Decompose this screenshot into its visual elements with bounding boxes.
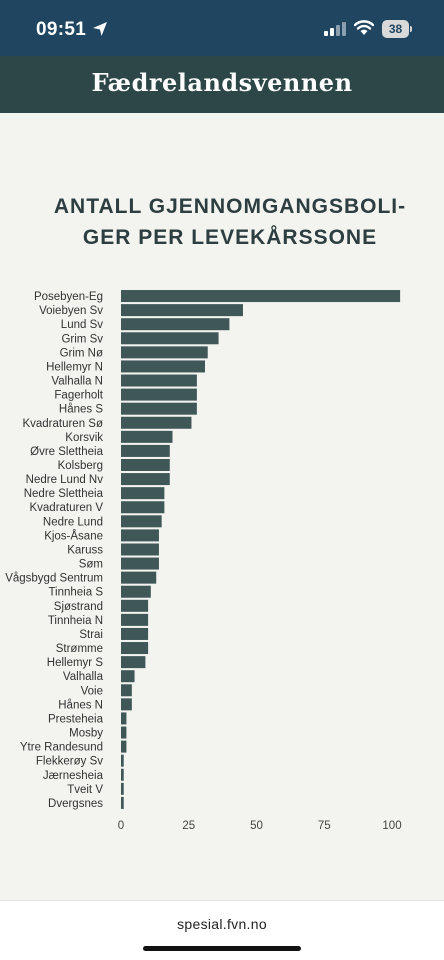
footer: spesial.fvn.no <box>0 900 444 960</box>
category-label-13: Nedre Lund Nv <box>26 474 104 486</box>
brand-logo[interactable]: Fædrelandsvennen <box>91 68 353 97</box>
bar-36 <box>121 796 124 809</box>
bar-14 <box>121 487 165 500</box>
location-arrow-icon <box>93 22 107 36</box>
bar-1 <box>121 304 243 317</box>
brand-header: Fædrelandsvennen <box>0 56 444 113</box>
category-label-20: Vågsbygd Sentrum <box>5 573 103 585</box>
bar-25 <box>121 642 149 655</box>
category-label-1: Voiebyen Sv <box>39 305 103 317</box>
wifi-icon <box>354 20 374 35</box>
chart-area: ANTALL GJENNOMGANGSBOLI- GER PER LEVEKÅR… <box>0 113 444 900</box>
category-label-12: Kolsberg <box>58 460 103 472</box>
category-label-36: Dvergsnes <box>48 798 103 810</box>
category-label-4: Grim Nø <box>60 347 103 359</box>
bar-7 <box>121 388 197 401</box>
bar-6 <box>121 374 197 387</box>
chart-title: ANTALL GJENNOMGANGSBOLI- GER PER LEVEKÅR… <box>40 191 420 253</box>
category-label-24: Strai <box>79 629 103 641</box>
bar-3 <box>121 332 219 345</box>
chart-title-line-2: GER PER LEVEKÅRSSONE <box>82 226 378 249</box>
x-tick-label-2: 50 <box>250 820 263 832</box>
category-label-30: Presteheia <box>48 713 104 725</box>
category-label-28: Voie <box>81 685 103 697</box>
bar-34 <box>121 768 124 781</box>
bar-0 <box>121 290 401 303</box>
bar-32 <box>121 740 127 753</box>
bar-33 <box>121 754 124 767</box>
bar-21 <box>121 585 151 598</box>
category-label-0: Posebyen-Eg <box>34 291 103 303</box>
category-label-15: Kvadraturen V <box>29 502 103 514</box>
cellular-signal-icon <box>324 22 346 36</box>
x-tick-label-3: 75 <box>318 820 331 832</box>
bar-11 <box>121 444 170 457</box>
bar-23 <box>121 613 149 626</box>
category-label-3: Grim Sv <box>61 333 103 345</box>
category-label-6: Valhalla N <box>51 376 103 388</box>
category-label-2: Lund Sv <box>61 319 103 331</box>
bar-5 <box>121 360 206 373</box>
category-label-31: Mosby <box>69 728 103 740</box>
category-label-25: Strømme <box>56 643 103 655</box>
x-tick-label-1: 25 <box>182 820 195 832</box>
bar-15 <box>121 501 165 514</box>
bar-20 <box>121 571 157 584</box>
battery-level: 38 <box>382 20 409 38</box>
x-tick-label-0: 0 <box>118 820 124 832</box>
bar-27 <box>121 670 135 683</box>
category-label-8: Hånes S <box>59 404 103 416</box>
bar-4 <box>121 346 208 359</box>
category-label-5: Hellemyr N <box>46 361 103 373</box>
category-label-7: Fagerholt <box>54 390 103 402</box>
chart-title-line-1: ANTALL GJENNOMGANGSBOLI- <box>53 195 407 218</box>
bar-2 <box>121 318 230 331</box>
category-label-10: Korsvik <box>65 432 103 444</box>
x-tick-label-4: 100 <box>382 820 401 832</box>
bar-35 <box>121 782 124 795</box>
footer-url[interactable]: spesial.fvn.no <box>177 916 267 932</box>
bar-16 <box>121 515 162 528</box>
category-label-17: Kjos-Åsane <box>44 529 103 542</box>
category-label-21: Tinnheia S <box>48 587 103 599</box>
category-label-14: Nedre Slettheia <box>24 488 104 500</box>
category-label-9: Kvadraturen Sø <box>22 418 103 430</box>
category-label-16: Nedre Lund <box>43 516 103 528</box>
bar-26 <box>121 656 146 669</box>
category-label-33: Flekkerøy Sv <box>36 756 103 768</box>
bar-22 <box>121 599 149 612</box>
bar-28 <box>121 684 132 697</box>
category-label-19: Søm <box>79 559 103 571</box>
bar-24 <box>121 627 149 640</box>
category-label-35: Tveit V <box>67 784 103 796</box>
bar-chart: Posebyen-Eg Voiebyen Sv Lund Sv Grim Sv Grim… <box>5 290 402 832</box>
bar-9 <box>121 416 192 429</box>
home-indicator[interactable] <box>143 946 301 951</box>
status-time: 09:51 <box>36 19 87 40</box>
category-label-27: Valhalla <box>63 671 104 683</box>
category-label-11: Øvre Slettheia <box>30 446 103 458</box>
category-label-32: Ytre Randesund <box>20 742 103 754</box>
category-label-29: Hånes N <box>58 699 103 711</box>
category-label-34: Jærnesheia <box>43 770 104 782</box>
bar-8 <box>121 402 197 415</box>
category-label-23: Tinnheia N <box>48 615 103 627</box>
bar-18 <box>121 543 159 556</box>
battery-icon: 38 <box>382 20 412 38</box>
category-label-26: Hellemyr S <box>47 657 104 669</box>
bar-13 <box>121 473 170 486</box>
bar-12 <box>121 459 170 471</box>
status-bar: 09:51 38 <box>0 0 444 56</box>
category-label-18: Karuss <box>67 544 103 556</box>
bar-17 <box>121 529 159 542</box>
bar-10 <box>121 430 173 443</box>
bar-29 <box>121 698 132 711</box>
bar-30 <box>121 712 127 725</box>
bar-31 <box>121 726 127 739</box>
category-label-22: Sjøstrand <box>54 601 103 613</box>
bar-19 <box>121 557 159 570</box>
